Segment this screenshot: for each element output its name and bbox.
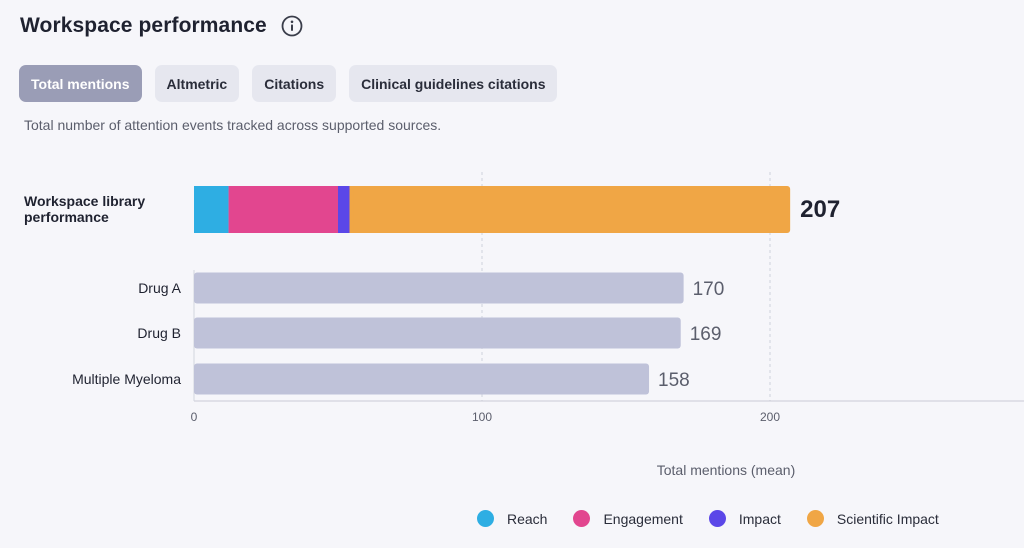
page-title: Workspace performance	[20, 14, 267, 37]
info-icon[interactable]	[281, 15, 303, 37]
x-axis-label: Total mentions (mean)	[657, 462, 796, 478]
x-tick-label-0: 0	[191, 410, 198, 424]
primary-bar-segment-engagement	[228, 186, 338, 233]
legend-label-impact: Impact	[738, 510, 781, 527]
legend-swatch-scientific-impact	[806, 510, 824, 527]
tab-total-mentions[interactable]: Total mentions	[19, 65, 142, 102]
chart-description: Total number of attention events tracked…	[24, 117, 442, 133]
comparison-category-label: Drug A	[138, 280, 181, 296]
legend-item-scientific-impact: Scientific Impact	[806, 510, 939, 527]
comparison-category-label: Multiple Myeloma	[72, 371, 181, 387]
comparison-category-label: Drug B	[137, 325, 181, 341]
tab-citations[interactable]: Citations	[252, 65, 337, 102]
comparison-value-label: 170	[693, 279, 725, 300]
primary-bar-value-label: 207	[800, 196, 840, 223]
primary-bar-segment-scientific-impact	[349, 186, 791, 233]
primary-category-label-line-2: performance	[24, 209, 109, 225]
metric-tabs: Total mentions Altmetric Citations Clini…	[19, 65, 570, 102]
legend-item-impact: Impact	[708, 510, 781, 527]
comparison-bar-drug-a	[194, 272, 684, 304]
legend-swatch-engagement	[573, 510, 591, 527]
chart-legend: Reach Engagement Impact Scientific Impac…	[477, 510, 939, 527]
comparison-value-label: 158	[658, 370, 690, 391]
header: Workspace performance	[20, 14, 303, 38]
comparison-bar-drug-b	[194, 317, 681, 349]
legend-item-engagement: Engagement	[573, 510, 683, 527]
primary-bar-segment-reach	[194, 186, 229, 233]
primary-bar-corner-patch	[349, 186, 354, 233]
x-tick-label-200: 200	[760, 410, 780, 424]
legend-swatch-impact	[708, 510, 726, 527]
x-tick-label-100: 100	[472, 410, 492, 424]
primary-bar-segment-impact	[338, 186, 350, 233]
primary-category-label-line-1: Workspace library	[24, 193, 145, 209]
tab-altmetric[interactable]: Altmetric	[154, 65, 240, 102]
comparison-value-label: 169	[690, 324, 722, 345]
comparison-bar-multiple-myeloma	[194, 363, 650, 395]
legend-item-reach: Reach	[477, 510, 547, 527]
legend-label-reach: Reach	[507, 510, 548, 527]
tab-clinical-guidelines-citations[interactable]: Clinical guidelines citations	[349, 65, 558, 102]
legend-label-scientific-impact: Scientific Impact	[836, 510, 939, 527]
legend-swatch-reach	[477, 510, 494, 527]
legend-label-engagement: Engagement	[603, 510, 683, 527]
